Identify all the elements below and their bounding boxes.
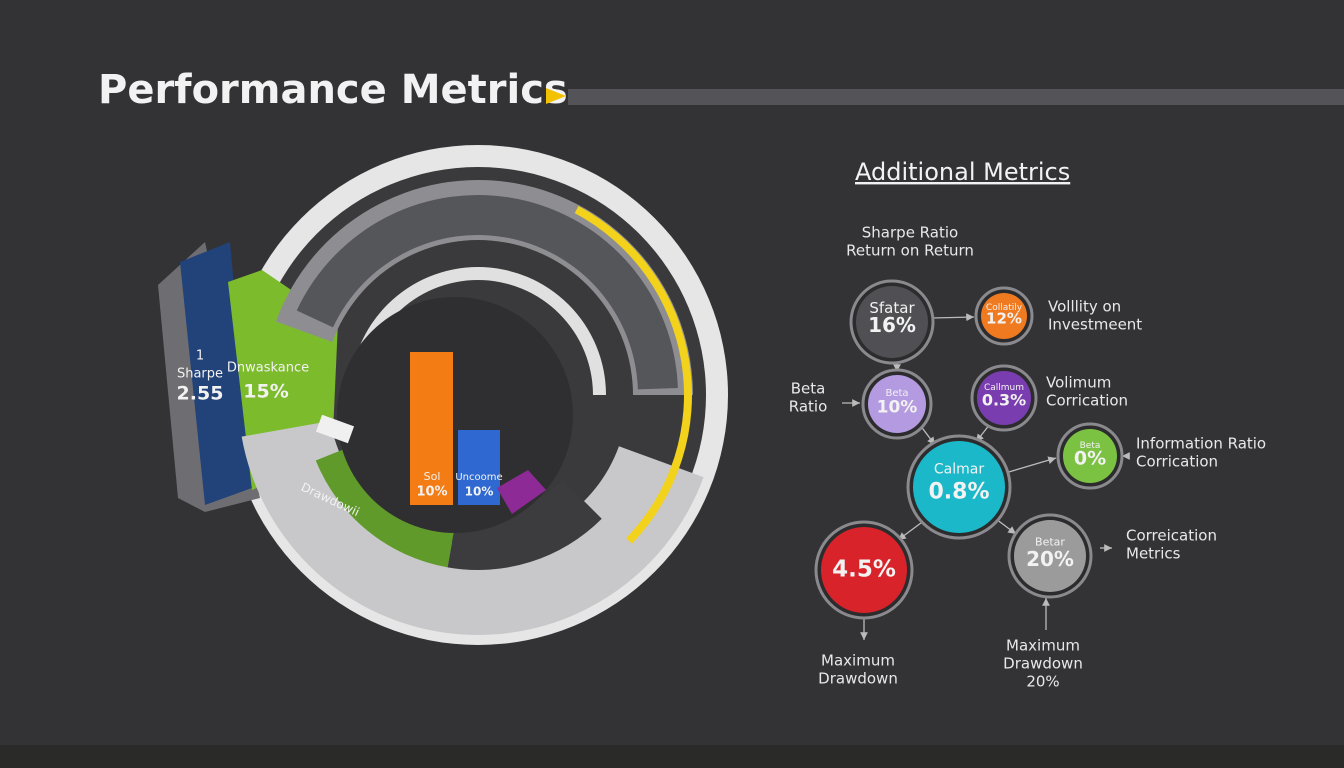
node-value: 16% [868, 313, 916, 337]
label: Sharpe [177, 367, 223, 382]
title-rule [568, 89, 1344, 105]
node-label: Beta [885, 388, 908, 399]
label: 1 [196, 349, 204, 364]
caption: Beta [791, 380, 826, 398]
node-value: 0.8% [928, 480, 989, 505]
value: 15% [243, 381, 288, 403]
node-fill [913, 441, 1005, 533]
caption: Maximum [821, 652, 895, 670]
node-fill [1063, 429, 1117, 483]
bar-value: 10% [465, 485, 494, 499]
node-fill [868, 375, 926, 433]
node-label: Collatily [986, 303, 1023, 313]
arrow [931, 313, 975, 322]
bar-label: Uncoome [455, 472, 502, 483]
caption: 20% [1026, 673, 1059, 691]
node-value: 0.3% [982, 391, 1026, 410]
caption: Volllity on [1048, 298, 1121, 316]
node-label: Betar [1035, 535, 1065, 548]
node-value: 20% [1026, 547, 1074, 571]
node-value: 10% [877, 397, 918, 417]
yellow-arc [574, 206, 692, 544]
nodes: Sfatar16%Collatily12%Beta10%Callmum0.3%B… [814, 279, 1124, 620]
caption: Correication [1126, 527, 1217, 545]
bottom-strip [0, 745, 1344, 768]
caption: Sharpe Ratio [862, 224, 958, 242]
node-value: 0% [1074, 448, 1106, 470]
orange-bar [410, 352, 453, 505]
node-label: Calmar [934, 462, 984, 478]
node-fill [977, 371, 1031, 425]
caption: Information Ratio [1136, 435, 1266, 453]
node-label: Callmum [984, 383, 1024, 393]
inner-rim [350, 267, 606, 395]
bar-value: 10% [416, 485, 447, 500]
arrow [897, 519, 926, 541]
node-value: 4.5% [832, 557, 896, 583]
white-tab [315, 414, 355, 444]
panel-title: Additional Metrics [855, 158, 1070, 186]
label: Dnwaskance [227, 361, 309, 376]
node-value: 12% [986, 309, 1022, 327]
radial-graphic [158, 145, 728, 645]
arrow [1001, 456, 1057, 475]
node-fill [821, 527, 907, 613]
node-fill [1014, 520, 1086, 592]
light-sector [241, 421, 704, 636]
inner-disk [337, 297, 573, 533]
dark-sector [447, 479, 602, 570]
node-label: Sfatar [869, 299, 915, 317]
purple-tab [497, 470, 546, 514]
caption: Ratio [789, 398, 828, 416]
caption: Maximum [1006, 637, 1080, 655]
value: 2.55 [177, 383, 224, 405]
caption: Corrication [1046, 392, 1128, 410]
blue-bar [458, 430, 500, 505]
page-title: Performance Metrics [98, 67, 568, 113]
dark-arc [296, 195, 678, 390]
caption: Drawdown [1003, 655, 1083, 673]
caption: Volimum [1046, 374, 1111, 392]
caption: Metrics [1126, 545, 1181, 563]
caption: Return on Return [846, 242, 974, 260]
node-label: Beta [1080, 441, 1101, 451]
bar-label: Sol [424, 470, 441, 483]
caption: Investmeent [1048, 316, 1142, 334]
caption: Corrication [1136, 453, 1218, 471]
caption: Drawdown [818, 670, 898, 688]
title-arrow [546, 88, 566, 104]
node-fill [856, 286, 928, 358]
node-fill [981, 293, 1027, 339]
